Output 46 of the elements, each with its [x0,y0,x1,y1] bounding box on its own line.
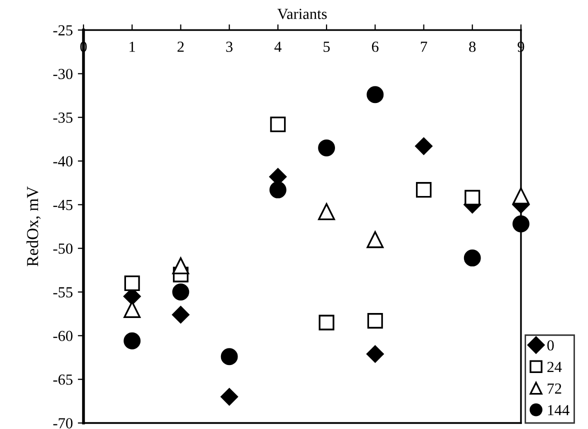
x-tick-label: 8 [469,42,476,52]
point [124,332,141,350]
x-tick-label: 5 [324,42,330,52]
point [124,275,140,292]
point [270,116,286,132]
point [366,86,384,104]
y-tick-label: -60 [53,330,72,342]
y-tick-label: -65 [53,374,72,385]
point [220,388,238,406]
y-tick-label: -30 [53,68,72,80]
x-tick-label: 3 [226,42,233,52]
point [269,181,286,198]
y-tick-label: -35 [53,112,72,123]
point [220,348,238,366]
legend-label: 144 [548,405,570,416]
y-tick-label: -40 [53,156,72,166]
point [318,139,336,156]
point [464,190,480,206]
x-tick-label: 1 [130,42,136,52]
point [367,313,383,329]
x-tick-label: 4 [274,42,282,52]
legend-label: 24 [547,362,562,372]
y-axis-title: RedOx, mV [26,186,41,266]
point [512,215,530,232]
y-tick-label: -50 [53,243,72,254]
point [172,257,190,274]
y-tick-label: -45 [53,200,72,210]
point [512,187,530,204]
point [366,231,384,248]
point [416,182,432,198]
point [464,249,481,266]
legend-label: 72 [548,383,562,394]
point [318,203,336,220]
x-tick-label: 2 [178,42,184,52]
y-tick-label: -25 [53,25,72,36]
x-tick-label: 6 [372,42,379,52]
legend-label: 0 [547,340,554,351]
point [172,306,190,324]
y-tick-label: -70 [53,418,72,428]
point [415,137,432,155]
x-axis-title: Variants [277,8,327,20]
x-tick-label: 7 [420,42,428,52]
point [318,314,334,330]
y-tick-label: -55 [53,287,72,298]
point [172,284,190,300]
point [366,345,384,363]
